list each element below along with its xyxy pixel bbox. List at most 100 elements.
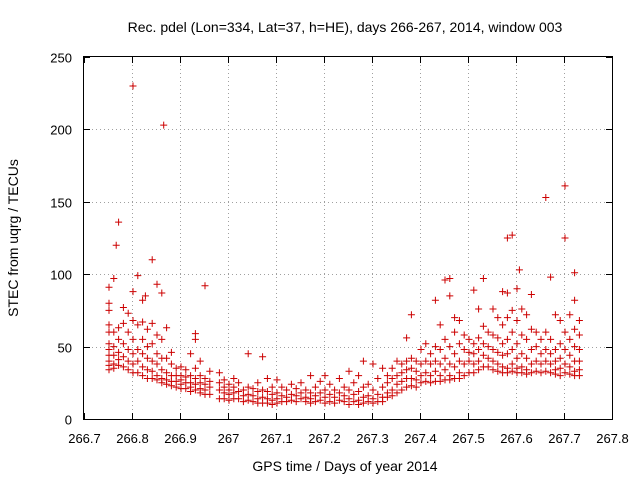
data-point	[499, 288, 507, 296]
data-point	[566, 335, 574, 343]
data-point	[513, 317, 521, 324]
data-point	[206, 390, 214, 398]
data-point	[547, 369, 555, 377]
data-point	[129, 82, 137, 90]
data-point	[427, 350, 435, 358]
data-point	[163, 324, 171, 332]
data-point	[508, 346, 516, 353]
data-point	[369, 386, 377, 394]
data-point	[542, 328, 550, 336]
data-point	[105, 283, 113, 291]
data-point	[494, 314, 502, 322]
data-point	[499, 321, 507, 329]
data-point	[129, 360, 137, 368]
data-point	[403, 383, 411, 391]
data-point	[547, 350, 555, 358]
data-point	[484, 328, 492, 336]
y-axis-label: STEC from uqrg / TECUs	[5, 159, 21, 317]
data-point	[153, 376, 161, 384]
data-point	[124, 346, 132, 353]
data-point	[307, 399, 315, 407]
data-point	[556, 364, 564, 372]
data-point	[518, 350, 526, 358]
data-point	[153, 360, 161, 368]
data-point	[124, 366, 132, 374]
data-point	[326, 380, 334, 388]
data-point	[263, 399, 271, 407]
data-point	[110, 351, 118, 359]
data-point	[527, 360, 535, 368]
data-point	[503, 289, 511, 297]
data-point	[547, 273, 555, 281]
data-point	[139, 318, 147, 326]
data-point	[105, 366, 113, 374]
data-point	[239, 398, 247, 406]
data-point	[575, 346, 583, 353]
data-point	[508, 306, 516, 314]
data-point	[547, 335, 555, 343]
data-point	[551, 311, 559, 319]
data-point	[249, 398, 257, 406]
data-point	[215, 379, 223, 387]
data-point	[143, 343, 151, 351]
data-point	[160, 121, 168, 129]
data-point	[446, 275, 454, 282]
data-point	[431, 343, 439, 351]
data-point	[398, 369, 406, 377]
data-point	[383, 393, 391, 401]
data-point	[532, 357, 540, 365]
data-point	[556, 317, 564, 324]
data-point	[374, 390, 382, 398]
y-tick-label: 250	[50, 51, 72, 66]
data-point	[393, 389, 401, 397]
data-point	[254, 388, 262, 395]
data-point	[326, 398, 334, 406]
data-point	[278, 383, 286, 391]
data-point	[110, 328, 118, 336]
data-point	[345, 401, 353, 408]
data-point	[494, 334, 502, 342]
data-point	[455, 375, 463, 382]
data-point	[427, 379, 435, 387]
x-tick-label: 267	[218, 431, 240, 446]
data-point	[508, 360, 516, 368]
data-point	[153, 331, 161, 339]
data-point	[407, 311, 415, 319]
data-point	[465, 335, 473, 343]
x-tick-label: 267.4	[404, 431, 437, 446]
data-point	[398, 386, 406, 394]
data-point	[556, 340, 564, 348]
data-point	[393, 380, 401, 388]
data-point	[547, 360, 555, 368]
data-point	[451, 328, 459, 336]
data-point	[359, 383, 367, 391]
data-point	[148, 367, 156, 375]
data-point	[566, 351, 574, 359]
data-point	[407, 375, 415, 382]
data-point	[141, 292, 149, 300]
data-point	[417, 372, 425, 380]
data-point	[187, 350, 195, 358]
data-point	[158, 379, 166, 387]
data-point	[163, 354, 171, 362]
data-point	[191, 335, 199, 343]
data-point	[134, 321, 142, 329]
data-point	[177, 363, 185, 371]
data-point	[230, 375, 238, 382]
data-point	[283, 398, 291, 406]
data-point	[532, 328, 540, 336]
data-point	[163, 380, 171, 388]
x-tick-label: 267.3	[356, 431, 389, 446]
data-point	[167, 348, 175, 356]
data-point	[115, 218, 123, 226]
data-point	[350, 379, 358, 387]
data-point	[119, 319, 127, 327]
data-point	[292, 398, 300, 406]
data-point	[268, 383, 276, 391]
y-tick-label: 150	[50, 196, 72, 211]
data-point	[268, 401, 276, 408]
data-point	[489, 357, 497, 365]
data-point	[129, 288, 137, 296]
data-point	[321, 372, 329, 380]
